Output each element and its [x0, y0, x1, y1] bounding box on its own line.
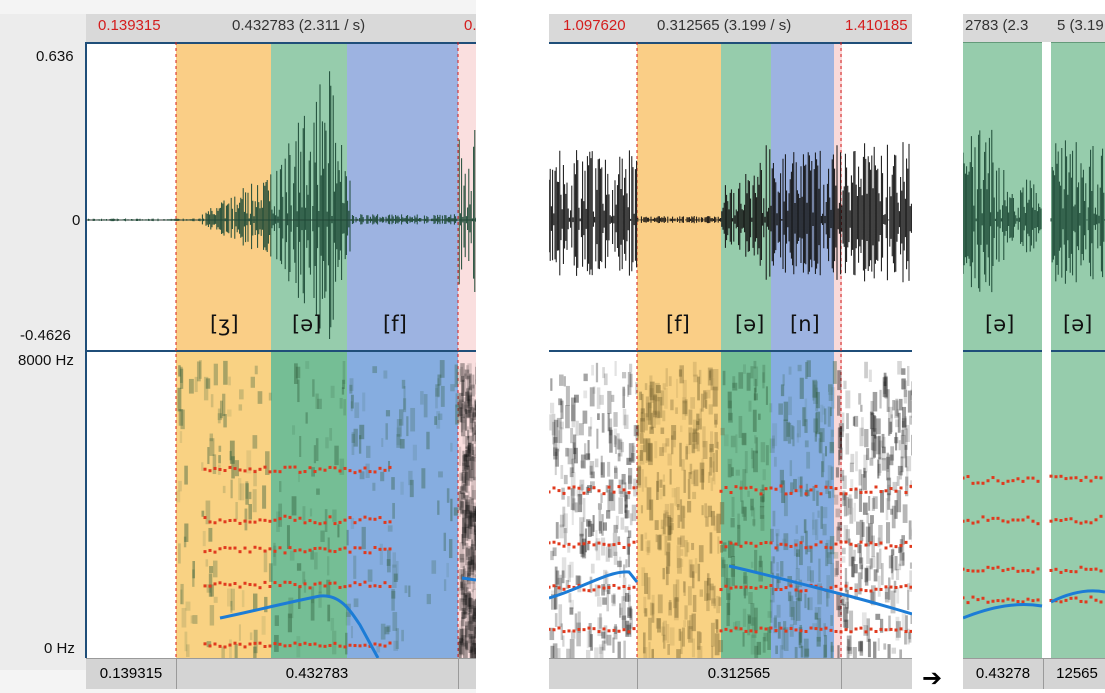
spectrogram — [176, 360, 476, 672]
pitch-contour-2 — [549, 570, 639, 600]
comparison-bottom-left: 0.43278 — [963, 659, 1044, 689]
spectrogram-2 — [549, 360, 912, 672]
bottom-left-cell-2[interactable] — [549, 659, 638, 689]
selection-time-bar-2[interactable]: 1.097620 0.312565 (3.199 / s) 1.410185 — [549, 14, 912, 43]
selection-duration-2: 0.312565 (3.199 / s) — [657, 17, 792, 34]
pitch-contour — [219, 594, 380, 659]
signal-canvas-1[interactable] — [0, 0, 476, 693]
editor-panel-1: 0.139315 0.432783 (2.311 / s) 0. 0.636 0… — [0, 0, 476, 693]
segment-label-n-2: [n] — [790, 312, 820, 336]
comparison-pitch-contour — [963, 603, 1043, 620]
formant-tracks — [203, 465, 392, 649]
waveform — [86, 71, 476, 339]
comparison-bottom-right: 12565 — [1049, 659, 1105, 689]
signal-canvas-2[interactable] — [549, 0, 912, 693]
selection-time-bar[interactable]: 0.139315 0.432783 (2.311 / s) 0. — [86, 14, 476, 43]
comparison-bottom-bar: 0.43278 12565 — [963, 658, 1105, 689]
comparison-canvas — [963, 42, 1105, 693]
comparison-label-left: [ə] — [985, 312, 1015, 336]
right-boundary-time: 0. — [464, 17, 476, 34]
waveform-2 — [549, 142, 912, 283]
left-boundary-time-2: 1.097620 — [563, 17, 626, 34]
segment-label-schwa: [ə] — [292, 312, 322, 336]
right-boundary-time-2: 1.410185 — [845, 17, 908, 34]
amplitude-min-label: -0.4626 — [20, 327, 71, 344]
bottom-left-cell[interactable]: 0.139315 — [86, 659, 177, 689]
arrow-icon: ➔ — [922, 664, 943, 692]
bottom-time-bar[interactable]: 0.139315 0.432783 — [86, 658, 476, 689]
segment-label-schwa-2: [ə] — [735, 312, 765, 336]
selection-duration: 0.432783 (2.311 / s) — [232, 17, 366, 34]
comparison-top-bar: 2783 (2.3 5 (3.19 — [963, 14, 1105, 43]
segment-label-f-2: [f] — [666, 312, 690, 336]
bottom-selection-cell-2[interactable]: 0.312565 — [637, 659, 842, 689]
comparison-panel: 2783 (2.3 5 (3.19 [ə] [ə] 0.43278 12565 — [963, 0, 1105, 693]
bottom-time-bar-2[interactable]: 0.312565 — [549, 658, 912, 689]
axis-margin — [0, 14, 86, 670]
segment-label-f: [f] — [383, 312, 407, 336]
frequency-max-label: 8000 Hz — [18, 352, 74, 369]
left-boundary-time: 0.139315 — [98, 17, 161, 34]
comparison-label-right: [ə] — [1063, 312, 1093, 336]
comparison-left-duration: 2783 (2.3 — [965, 17, 1029, 34]
amplitude-zero-label: 0 — [72, 212, 81, 229]
amplitude-max-label: 0.636 — [36, 48, 74, 65]
comparison-waveform — [963, 129, 1105, 293]
comparison-right-duration: 5 (3.19 — [1057, 17, 1104, 34]
segment-label-zh: [ʒ] — [210, 312, 239, 336]
bottom-selection-cell[interactable]: 0.432783 — [176, 659, 459, 689]
editor-panel-2: 1.097620 0.312565 (3.199 / s) 1.410185 [… — [549, 0, 912, 693]
frequency-min-label: 0 Hz — [44, 640, 75, 657]
